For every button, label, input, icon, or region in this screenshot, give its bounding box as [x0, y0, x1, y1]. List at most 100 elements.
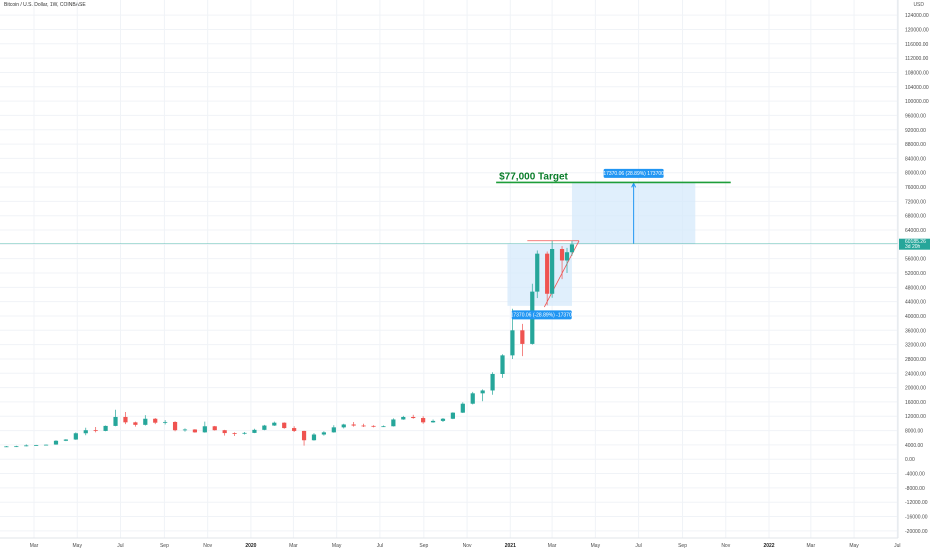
candle-body	[282, 422, 287, 429]
candle-down	[232, 432, 237, 436]
candle-up	[103, 425, 108, 432]
candle-down	[545, 251, 550, 306]
candle-down	[222, 429, 227, 436]
candle-body	[252, 429, 257, 433]
candle-up	[440, 418, 446, 422]
candle-up	[321, 431, 327, 436]
candle-up	[163, 420, 168, 425]
candle-body	[550, 249, 555, 294]
x-tick-label: Sep	[160, 543, 169, 549]
y-tick-label: 56000.00	[905, 257, 926, 263]
annotation-layer-front: $77,000 Target 17370.06 (28.89%) 173700 -1…	[496, 168, 731, 320]
candle-body	[401, 416, 406, 420]
y-tick-label: 104000.00	[905, 85, 929, 91]
candle-body	[460, 403, 465, 413]
candle-body	[242, 432, 247, 434]
x-tick-label: May	[591, 543, 601, 549]
candle-up	[391, 418, 396, 427]
candle-body	[34, 445, 39, 446]
target-label: $77,000 Target	[499, 171, 568, 182]
projection-measure-badge-bg	[603, 168, 664, 178]
candle-up	[460, 402, 465, 414]
projection-measure-badge-text: 17370.06 (28.89%) 173700	[603, 171, 664, 177]
candle-up	[14, 445, 19, 448]
candle-body	[430, 420, 436, 423]
candle-body	[212, 426, 217, 431]
candle-body	[301, 430, 307, 441]
candle-body	[192, 429, 198, 433]
candle-up	[63, 439, 69, 442]
candle-down	[301, 430, 307, 446]
current-price-value: 60185.26	[905, 239, 926, 245]
candle-up	[24, 444, 29, 447]
candle-body	[480, 390, 485, 394]
y-tick-label: 36000.00	[905, 328, 926, 334]
candle-body	[391, 419, 396, 427]
candle-up	[564, 247, 570, 273]
candle-body	[411, 416, 416, 419]
y-tick-label: 84000.00	[905, 156, 926, 162]
candle-up	[569, 240, 575, 256]
candle-body	[564, 252, 570, 261]
y-tick-label: 72000.00	[905, 199, 926, 205]
x-tick-label: May	[73, 543, 83, 549]
candle-up	[381, 425, 386, 428]
y-tick-label: 100000.00	[905, 99, 929, 105]
candle-body	[63, 439, 69, 441]
x-tick-label: Mar	[289, 543, 298, 549]
x-tick-label: Nov	[721, 543, 730, 549]
candle-down	[153, 418, 158, 425]
candle-body	[520, 330, 525, 344]
y-tick-label: 64000.00	[905, 228, 926, 234]
candle-body	[133, 422, 138, 425]
candle-up	[470, 391, 475, 405]
candle-up	[450, 412, 455, 420]
y-tick-label: 24000.00	[905, 371, 926, 377]
y-tick-label: -16000.00	[905, 515, 928, 521]
y-tick-label: -20000.00	[905, 529, 928, 535]
candle-body	[559, 249, 565, 261]
projection-measure-badge: 17370.06 (28.89%) 173700	[603, 168, 664, 178]
current-price-countdown: 3d 20h	[905, 244, 921, 250]
range-measure-badge-bg	[511, 310, 572, 320]
candle-body	[262, 425, 267, 430]
candle-down	[123, 411, 128, 425]
y-tick-label: 0.00	[905, 457, 915, 463]
range-measure-badge-text: -17370.06 (-28.89%) -173700	[509, 313, 575, 319]
currency-label: USD	[913, 2, 924, 8]
candle-body	[351, 424, 356, 426]
candle-up	[490, 372, 495, 395]
candle-body	[113, 416, 118, 426]
x-tick-label: Nov	[203, 543, 212, 549]
y-tick-label: -8000.00	[905, 486, 925, 492]
price-axis[interactable]: 124000.00 120000.00 116000.00 112000.00 1080…	[897, 0, 930, 538]
y-tick-label: 8000.00	[905, 429, 923, 435]
range-measure-badge: -17370.06 (-28.89%) -173700	[509, 310, 575, 320]
candle-up	[83, 427, 88, 436]
time-axis[interactable]: Mar May Jul Sep Nov 2020 Mar May Jul Sep Nov 2021 Ma…	[0, 537, 900, 549]
candle-body	[24, 445, 29, 447]
candle-up	[480, 389, 485, 402]
candle-body	[545, 253, 550, 294]
candle-body	[272, 422, 277, 426]
y-tick-label: 48000.00	[905, 285, 926, 291]
candle-body	[172, 421, 178, 431]
x-tick-label: Jul	[117, 543, 123, 549]
x-tick-label: May	[849, 543, 859, 549]
candle-body	[510, 330, 515, 356]
candle-body	[143, 418, 148, 425]
x-tick-label: 2020	[245, 543, 256, 549]
candle-body	[222, 430, 227, 434]
y-tick-label: 40000.00	[905, 314, 926, 320]
y-tick-label: 108000.00	[905, 70, 929, 76]
candle-down	[351, 421, 356, 427]
y-tick-label: 112000.00	[905, 56, 928, 62]
candle-up	[430, 419, 436, 423]
candle-body	[202, 426, 207, 433]
candle-body	[123, 416, 128, 423]
projection-arrow-head	[631, 182, 637, 188]
candle-up	[202, 421, 207, 433]
x-tick-label: Nov	[463, 543, 472, 549]
candle-body	[421, 418, 426, 423]
